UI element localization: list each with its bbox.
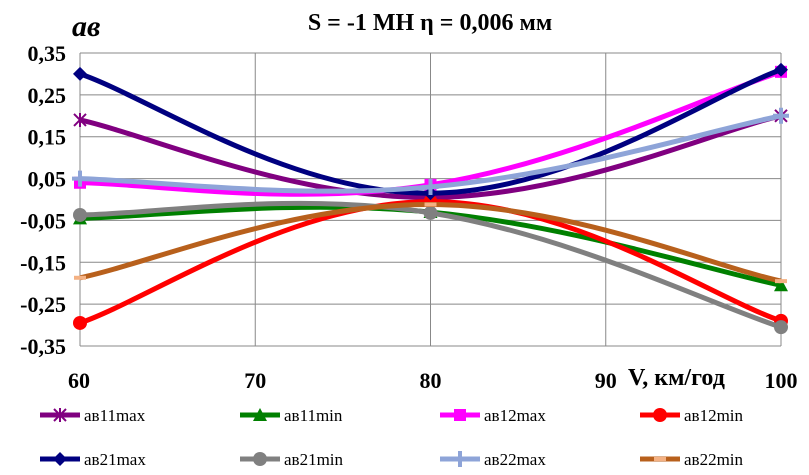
legend-item: aв11min (240, 406, 343, 425)
x-tick-label: 60 (68, 368, 90, 393)
legend-label: aв11min (284, 406, 343, 425)
legend-label: aв12max (484, 406, 546, 425)
x-tick-label: 70 (244, 368, 266, 393)
y-tick-label: -0,05 (20, 208, 66, 233)
legend-label: aв21max (84, 450, 146, 469)
legend-item: aв22max (440, 450, 546, 469)
x-tick-label: 90 (595, 368, 617, 393)
legend-marker (53, 452, 67, 466)
legend-label: aв21min (284, 450, 344, 469)
x-axis-label: V, км/год (628, 365, 725, 391)
data-point (422, 178, 439, 195)
legend-item: aв21max (40, 450, 146, 469)
y-tick-label: -0,35 (20, 334, 66, 359)
chart-title: S = -1 МН η = 0,006 мм (308, 10, 552, 36)
data-point (774, 62, 788, 77)
legend-marker (653, 408, 667, 422)
y-tick-label: 0,25 (28, 83, 67, 108)
y-tick-label: -0,25 (20, 292, 66, 317)
y-axis-label: aв (72, 10, 100, 43)
data-point (73, 207, 87, 222)
legend-item: aв12min (640, 406, 744, 425)
data-point (73, 112, 87, 127)
y-tick-label: 0,15 (28, 125, 67, 150)
legend-marker (253, 452, 267, 466)
series-aв21min (73, 200, 788, 335)
data-point (423, 205, 438, 220)
data-point (73, 315, 87, 330)
data-point (774, 320, 788, 335)
data-point (774, 278, 788, 292)
series-aв22max (72, 107, 789, 195)
legend-marker (452, 451, 468, 467)
legend-label: aв11max (84, 406, 146, 425)
legend-marker (454, 409, 466, 421)
x-tick-label: 100 (765, 368, 798, 393)
y-tick-label: -0,15 (20, 250, 66, 275)
legend-label: aв22max (484, 450, 546, 469)
series-aв22min (74, 202, 787, 284)
legend-marker (53, 408, 67, 422)
legend-item: aв12max (440, 406, 546, 425)
y-tick-label: 0,05 (28, 167, 67, 192)
legend-item: aв11max (40, 406, 146, 425)
data-point (773, 107, 789, 124)
x-label-bg (622, 357, 762, 387)
x-tick-label: 80 (420, 368, 442, 393)
legend-marker (253, 408, 267, 421)
legend-label: aв22min (684, 450, 744, 469)
legend-item: aв21min (240, 450, 344, 469)
legend-item: aв22min (640, 450, 744, 469)
y-tick-label: 0,35 (28, 41, 67, 66)
legend-label: aв12min (684, 406, 744, 425)
data-point (73, 66, 87, 81)
data-point (72, 170, 88, 187)
